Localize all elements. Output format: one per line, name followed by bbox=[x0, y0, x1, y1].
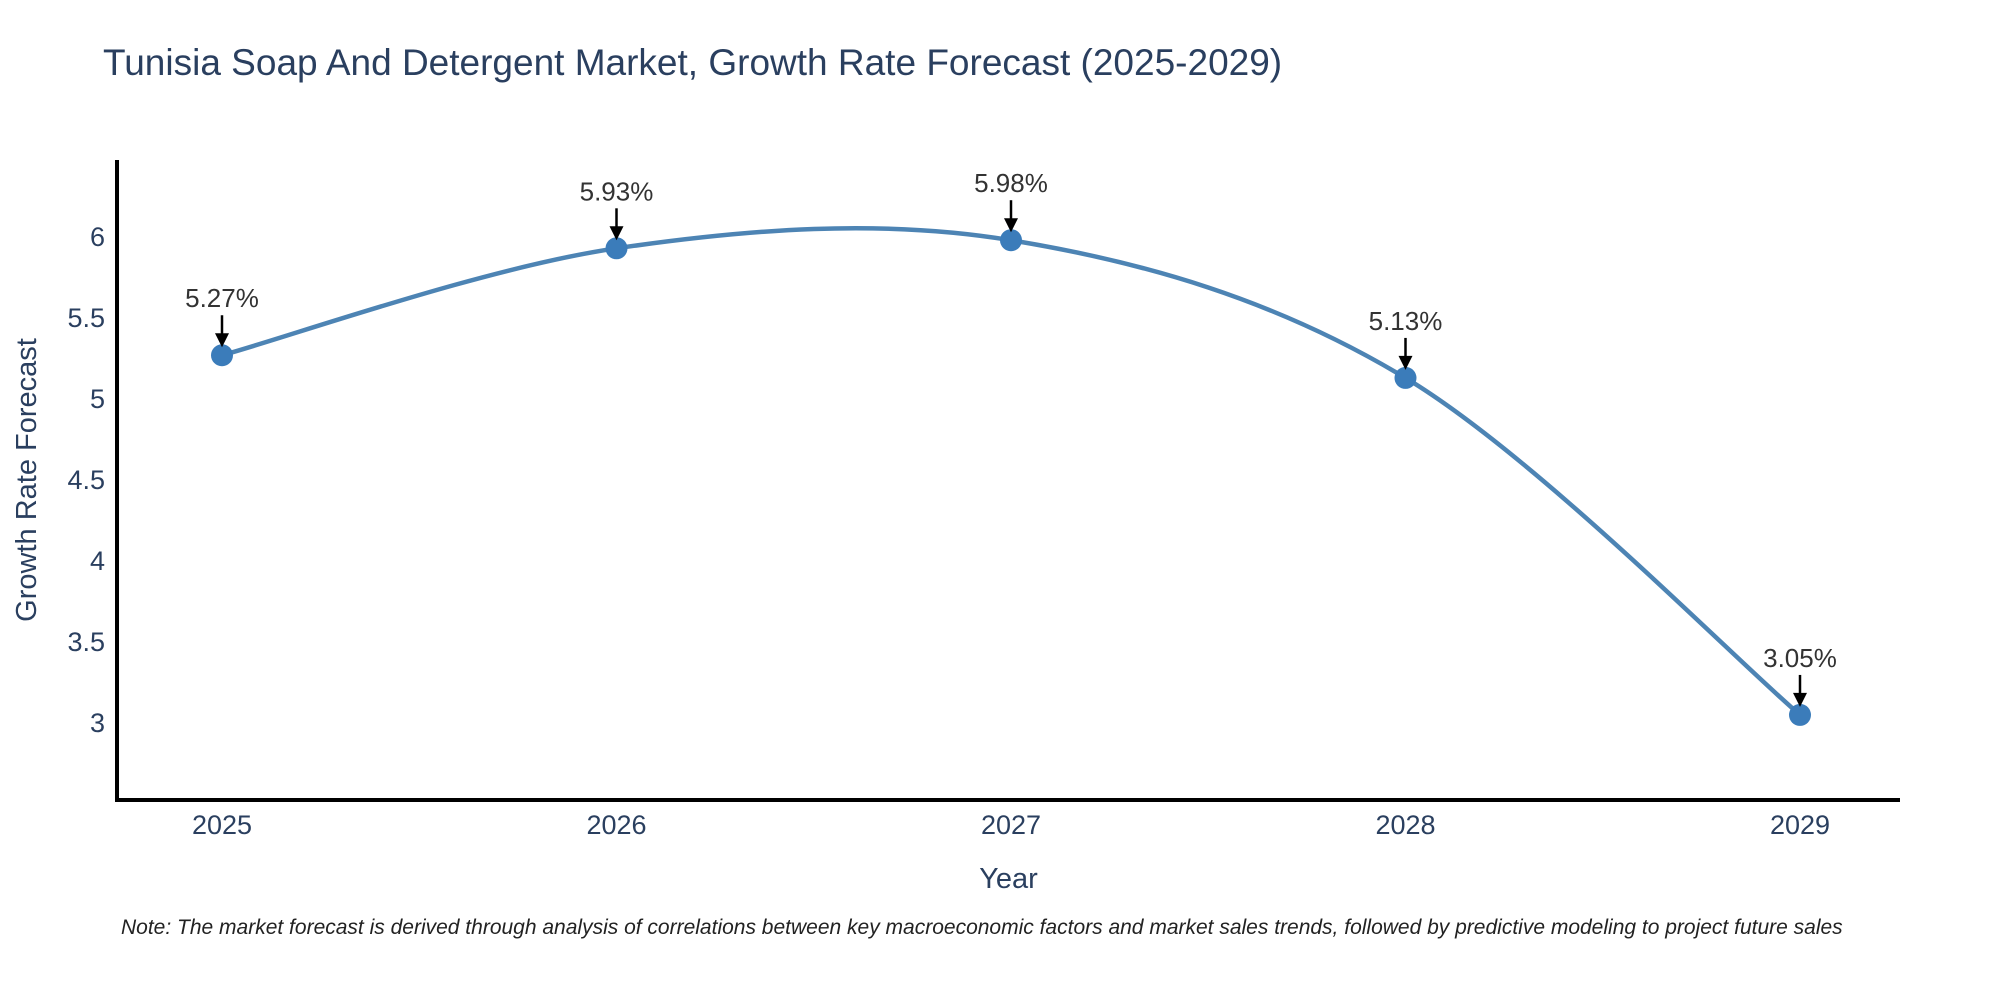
y-tick-label: 4 bbox=[90, 546, 105, 576]
annotation-arrow-head-icon bbox=[1004, 218, 1018, 233]
y-axis-title: Growth Rate Forecast bbox=[11, 338, 43, 622]
data-point-label: 5.27% bbox=[185, 283, 259, 313]
footnote: Note: The market forecast is derived thr… bbox=[121, 916, 1843, 939]
data-point-label: 5.98% bbox=[974, 168, 1048, 198]
y-tick-label: 5.5 bbox=[67, 303, 105, 333]
y-tick-label: 4.5 bbox=[67, 465, 105, 495]
data-point-label: 5.93% bbox=[580, 176, 654, 206]
data-point-2029[interactable] bbox=[1789, 703, 1811, 726]
y-tick-label: 3 bbox=[90, 708, 105, 738]
x-tick-label: 2026 bbox=[586, 810, 646, 840]
x-axis-title: Year bbox=[979, 863, 1038, 895]
data-point-2027[interactable] bbox=[1000, 229, 1022, 252]
x-tick-label: 2028 bbox=[1375, 810, 1435, 840]
y-tick-label: 5 bbox=[90, 384, 105, 414]
data-point-label: 5.13% bbox=[1369, 306, 1443, 336]
data-point-2026[interactable] bbox=[605, 237, 628, 260]
annotation-arrow-head-icon bbox=[1398, 355, 1413, 370]
data-point-2025[interactable] bbox=[211, 344, 233, 367]
axis-spines bbox=[115, 160, 1900, 802]
annotation-arrow-head-icon bbox=[215, 333, 229, 348]
annotation-arrow-head-icon bbox=[609, 226, 624, 241]
x-tick-label: 2025 bbox=[192, 810, 252, 840]
forecast-line-series bbox=[219, 225, 1803, 718]
annotation-arrow-head-icon bbox=[1793, 692, 1807, 707]
y-tick-label: 6 bbox=[90, 222, 105, 252]
x-tick-label: 2029 bbox=[1770, 810, 1830, 840]
chart-title: Tunisia Soap And Detergent Market, Growt… bbox=[103, 42, 1283, 83]
y-tick-label: 3.5 bbox=[67, 627, 105, 657]
data-point-2028[interactable] bbox=[1394, 366, 1417, 389]
x-tick-label: 2027 bbox=[981, 810, 1041, 840]
data-point-label: 3.05% bbox=[1763, 643, 1837, 673]
